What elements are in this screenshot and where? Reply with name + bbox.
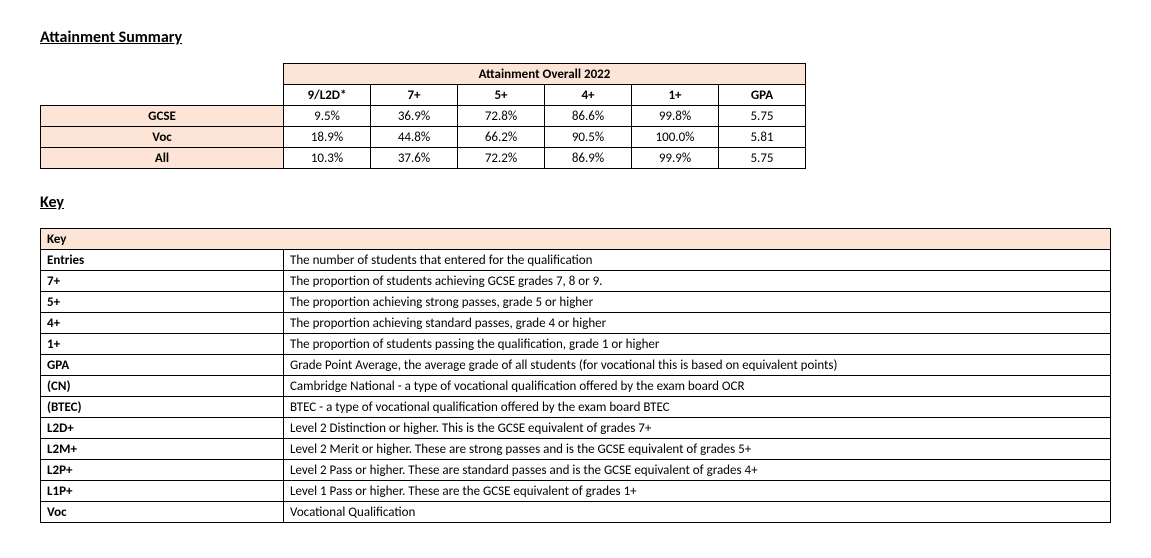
key-table: Key Entries The number of students that …: [40, 228, 1111, 523]
cell: 99.9%: [632, 148, 719, 169]
key-row: (BTEC) BTEC - a type of vocational quali…: [41, 397, 1111, 418]
attainment-title: Attainment Overall 2022: [284, 64, 806, 85]
col-header: 1+: [632, 85, 719, 106]
cell: 66.2%: [458, 127, 545, 148]
key-title: Key: [41, 229, 1111, 250]
cell: 10.3%: [284, 148, 371, 169]
key-definition: The proportion achieving standard passes…: [284, 313, 1111, 334]
key-row: L2M+ Level 2 Merit or higher. These are …: [41, 439, 1111, 460]
attainment-row: All 10.3% 37.6% 72.2% 86.9% 99.9% 5.75: [41, 148, 806, 169]
col-header: GPA: [719, 85, 806, 106]
cell: 99.8%: [632, 106, 719, 127]
key-term: L2P+: [41, 460, 284, 481]
key-term: L2M+: [41, 439, 284, 460]
key-term: Voc: [41, 502, 284, 523]
key-definition: The proportion of students passing the q…: [284, 334, 1111, 355]
key-row: Entries The number of students that ente…: [41, 250, 1111, 271]
key-definition: BTEC - a type of vocational qualificatio…: [284, 397, 1111, 418]
spacer: [41, 64, 284, 85]
attainment-row: Voc 18.9% 44.8% 66.2% 90.5% 100.0% 5.81: [41, 127, 806, 148]
key-term: 7+: [41, 271, 284, 292]
row-label: GCSE: [41, 106, 284, 127]
attainment-column-headers: 9/L2D* 7+ 5+ 4+ 1+ GPA: [41, 85, 806, 106]
key-term: (BTEC): [41, 397, 284, 418]
cell: 5.81: [719, 127, 806, 148]
key-row: L2D+ Level 2 Distinction or higher. This…: [41, 418, 1111, 439]
key-row: 7+ The proportion of students achieving …: [41, 271, 1111, 292]
cell: 100.0%: [632, 127, 719, 148]
col-header: 9/L2D*: [284, 85, 371, 106]
col-header: 5+: [458, 85, 545, 106]
cell: 90.5%: [545, 127, 632, 148]
key-row: L1P+ Level 1 Pass or higher. These are t…: [41, 481, 1111, 502]
cell: 9.5%: [284, 106, 371, 127]
cell: 86.6%: [545, 106, 632, 127]
key-term: 1+: [41, 334, 284, 355]
key-definition: The number of students that entered for …: [284, 250, 1111, 271]
key-definition: Level 2 Distinction or higher. This is t…: [284, 418, 1111, 439]
cell: 36.9%: [371, 106, 458, 127]
col-header: 4+: [545, 85, 632, 106]
key-definition: Cambridge National - a type of vocationa…: [284, 376, 1111, 397]
spacer: [41, 85, 284, 106]
attainment-summary-heading: Attainment Summary: [40, 28, 1111, 47]
key-row: (CN) Cambridge National - a type of voca…: [41, 376, 1111, 397]
key-row: 5+ The proportion achieving strong passe…: [41, 292, 1111, 313]
cell: 18.9%: [284, 127, 371, 148]
cell: 37.6%: [371, 148, 458, 169]
key-definition: Level 2 Pass or higher. These are standa…: [284, 460, 1111, 481]
key-definition: Level 2 Merit or higher. These are stron…: [284, 439, 1111, 460]
row-label: All: [41, 148, 284, 169]
cell: 72.8%: [458, 106, 545, 127]
attainment-table: Attainment Overall 2022 9/L2D* 7+ 5+ 4+ …: [40, 63, 806, 169]
key-row: Voc Vocational Qualification: [41, 502, 1111, 523]
cell: 5.75: [719, 106, 806, 127]
key-row: L2P+ Level 2 Pass or higher. These are s…: [41, 460, 1111, 481]
key-definition: The proportion of students achieving GCS…: [284, 271, 1111, 292]
key-term: Entries: [41, 250, 284, 271]
row-label: Voc: [41, 127, 284, 148]
key-definition: The proportion achieving strong passes, …: [284, 292, 1111, 313]
cell: 72.2%: [458, 148, 545, 169]
cell: 5.75: [719, 148, 806, 169]
key-definition: Vocational Qualification: [284, 502, 1111, 523]
cell: 86.9%: [545, 148, 632, 169]
key-term: GPA: [41, 355, 284, 376]
key-row: GPA Grade Point Average, the average gra…: [41, 355, 1111, 376]
key-term: 5+: [41, 292, 284, 313]
key-definition: Grade Point Average, the average grade o…: [284, 355, 1111, 376]
key-row: 4+ The proportion achieving standard pas…: [41, 313, 1111, 334]
key-term: L1P+: [41, 481, 284, 502]
col-header: 7+: [371, 85, 458, 106]
attainment-row: GCSE 9.5% 36.9% 72.8% 86.6% 99.8% 5.75: [41, 106, 806, 127]
key-term: (CN): [41, 376, 284, 397]
key-heading: Key: [40, 193, 1111, 212]
key-row: 1+ The proportion of students passing th…: [41, 334, 1111, 355]
key-term: L2D+: [41, 418, 284, 439]
key-term: 4+: [41, 313, 284, 334]
key-definition: Level 1 Pass or higher. These are the GC…: [284, 481, 1111, 502]
cell: 44.8%: [371, 127, 458, 148]
